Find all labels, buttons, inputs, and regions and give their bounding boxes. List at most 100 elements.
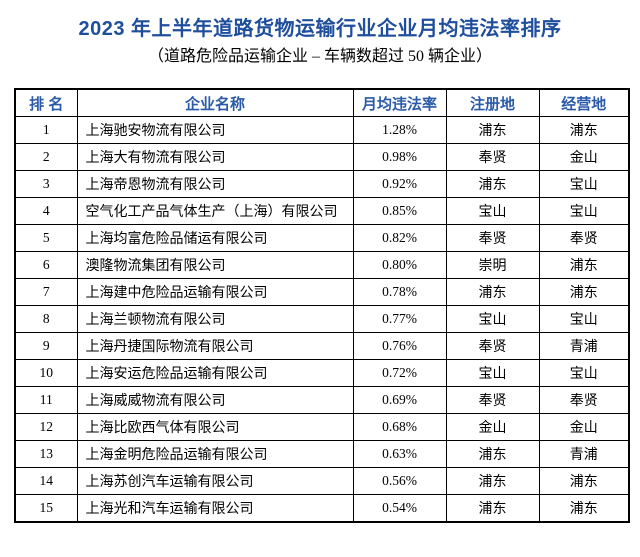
cell-company: 上海威威物流有限公司 xyxy=(76,386,354,414)
cell-registered: 浦东 xyxy=(445,116,540,144)
violation-rate-table: 排 名 企业名称 月均违法率 注册地 经营地 1 上海驰安物流有限公司 1.28% 浦… xyxy=(14,88,630,523)
cell-registered: 奉贤 xyxy=(445,143,540,171)
header-operating: 经营地 xyxy=(538,88,630,117)
table-row: 4 空气化工产品气体生产（上海）有限公司 0.85% 宝山 宝山 xyxy=(14,197,630,225)
table-row: 13 上海金明危险品运输有限公司 0.63% 浦东 青浦 xyxy=(14,440,630,468)
cell-company: 上海安运危险品运输有限公司 xyxy=(76,359,354,387)
cell-registered: 奉贤 xyxy=(445,332,540,360)
cell-operating: 浦东 xyxy=(538,467,630,495)
table-header-row: 排 名 企业名称 月均违法率 注册地 经营地 xyxy=(14,88,630,117)
cell-operating: 奉贤 xyxy=(538,386,630,414)
cell-company: 上海兰顿物流有限公司 xyxy=(76,305,354,333)
cell-rank: 11 xyxy=(14,386,78,414)
table-body: 1 上海驰安物流有限公司 1.28% 浦东 浦东 2 上海大有物流有限公司 0.98% 奉贤 金山… xyxy=(14,116,630,523)
cell-registered: 宝山 xyxy=(445,197,540,225)
page-subtitle: （道路危险品运输企业 – 车辆数超过 50 辆企业） xyxy=(147,48,492,65)
header-registered: 注册地 xyxy=(445,88,540,117)
cell-rate: 0.72% xyxy=(352,359,447,387)
cell-company: 澳隆物流集团有限公司 xyxy=(76,251,354,279)
cell-operating: 浦东 xyxy=(538,278,630,306)
cell-operating: 宝山 xyxy=(538,197,630,225)
table-row: 9 上海丹捷国际物流有限公司 0.76% 奉贤 青浦 xyxy=(14,332,630,360)
cell-rate: 0.82% xyxy=(352,224,447,252)
header-company: 企业名称 xyxy=(76,88,354,117)
cell-rate: 0.56% xyxy=(352,467,447,495)
table-row: 3 上海帝恩物流有限公司 0.92% 浦东 宝山 xyxy=(14,170,630,198)
cell-company: 空气化工产品气体生产（上海）有限公司 xyxy=(76,197,354,225)
cell-registered: 浦东 xyxy=(445,278,540,306)
cell-rate: 0.78% xyxy=(352,278,447,306)
table-row: 5 上海均富危险品储运有限公司 0.82% 奉贤 奉贤 xyxy=(14,224,630,252)
table-row: 11 上海威威物流有限公司 0.69% 奉贤 奉贤 xyxy=(14,386,630,414)
cell-rank: 9 xyxy=(14,332,78,360)
table-row: 2 上海大有物流有限公司 0.98% 奉贤 金山 xyxy=(14,143,630,171)
cell-company: 上海比欧西气体有限公司 xyxy=(76,413,354,441)
cell-registered: 浦东 xyxy=(445,170,540,198)
cell-rank: 2 xyxy=(14,143,78,171)
cell-rate: 0.85% xyxy=(352,197,447,225)
cell-registered: 奉贤 xyxy=(445,386,540,414)
cell-company: 上海光和汽车运输有限公司 xyxy=(76,494,354,523)
cell-rate: 0.54% xyxy=(352,494,447,523)
cell-rate: 0.76% xyxy=(352,332,447,360)
cell-operating: 浦东 xyxy=(538,494,630,523)
cell-rank: 12 xyxy=(14,413,78,441)
cell-operating: 宝山 xyxy=(538,305,630,333)
table-row: 6 澳隆物流集团有限公司 0.80% 崇明 浦东 xyxy=(14,251,630,279)
cell-operating: 青浦 xyxy=(538,440,630,468)
table-row: 10 上海安运危险品运输有限公司 0.72% 宝山 宝山 xyxy=(14,359,630,387)
cell-rate: 0.80% xyxy=(352,251,447,279)
header-rank: 排 名 xyxy=(14,88,78,117)
cell-rank: 6 xyxy=(14,251,78,279)
cell-registered: 浦东 xyxy=(445,440,540,468)
cell-registered: 浦东 xyxy=(445,467,540,495)
cell-registered: 奉贤 xyxy=(445,224,540,252)
cell-rate: 0.98% xyxy=(352,143,447,171)
table-row: 7 上海建中危险品运输有限公司 0.78% 浦东 浦东 xyxy=(14,278,630,306)
cell-registered: 宝山 xyxy=(445,359,540,387)
cell-operating: 金山 xyxy=(538,143,630,171)
cell-registered: 金山 xyxy=(445,413,540,441)
header-rate: 月均违法率 xyxy=(352,88,447,117)
cell-company: 上海均富危险品储运有限公司 xyxy=(76,224,354,252)
cell-company: 上海大有物流有限公司 xyxy=(76,143,354,171)
cell-operating: 宝山 xyxy=(538,359,630,387)
cell-operating: 浦东 xyxy=(538,251,630,279)
cell-rate: 0.68% xyxy=(352,413,447,441)
cell-rank: 4 xyxy=(14,197,78,225)
cell-company: 上海丹捷国际物流有限公司 xyxy=(76,332,354,360)
cell-operating: 宝山 xyxy=(538,170,630,198)
cell-company: 上海建中危险品运输有限公司 xyxy=(76,278,354,306)
cell-rank: 7 xyxy=(14,278,78,306)
cell-rank: 1 xyxy=(14,116,78,144)
page-title: 2023 年上半年道路货物运输行业企业月均违法率排序 xyxy=(78,18,562,40)
table-row: 1 上海驰安物流有限公司 1.28% 浦东 浦东 xyxy=(14,116,630,144)
cell-operating: 浦东 xyxy=(538,116,630,144)
cell-operating: 金山 xyxy=(538,413,630,441)
cell-company: 上海苏创汽车运输有限公司 xyxy=(76,467,354,495)
cell-company: 上海驰安物流有限公司 xyxy=(76,116,354,144)
cell-rank: 8 xyxy=(14,305,78,333)
cell-registered: 宝山 xyxy=(445,305,540,333)
cell-rank: 15 xyxy=(14,494,78,523)
cell-registered: 崇明 xyxy=(445,251,540,279)
cell-operating: 青浦 xyxy=(538,332,630,360)
cell-rate: 1.28% xyxy=(352,116,447,144)
cell-rate: 0.92% xyxy=(352,170,447,198)
cell-rank: 3 xyxy=(14,170,78,198)
cell-rate: 0.69% xyxy=(352,386,447,414)
cell-rank: 5 xyxy=(14,224,78,252)
cell-company: 上海帝恩物流有限公司 xyxy=(76,170,354,198)
cell-company: 上海金明危险品运输有限公司 xyxy=(76,440,354,468)
cell-rate: 0.77% xyxy=(352,305,447,333)
table-row: 14 上海苏创汽车运输有限公司 0.56% 浦东 浦东 xyxy=(14,467,630,495)
cell-operating: 奉贤 xyxy=(538,224,630,252)
table-row: 15 上海光和汽车运输有限公司 0.54% 浦东 浦东 xyxy=(14,494,630,523)
cell-rate: 0.63% xyxy=(352,440,447,468)
cell-rank: 14 xyxy=(14,467,78,495)
table-row: 8 上海兰顿物流有限公司 0.77% 宝山 宝山 xyxy=(14,305,630,333)
cell-registered: 浦东 xyxy=(445,494,540,523)
cell-rank: 10 xyxy=(14,359,78,387)
cell-rank: 13 xyxy=(14,440,78,468)
table-row: 12 上海比欧西气体有限公司 0.68% 金山 金山 xyxy=(14,413,630,441)
